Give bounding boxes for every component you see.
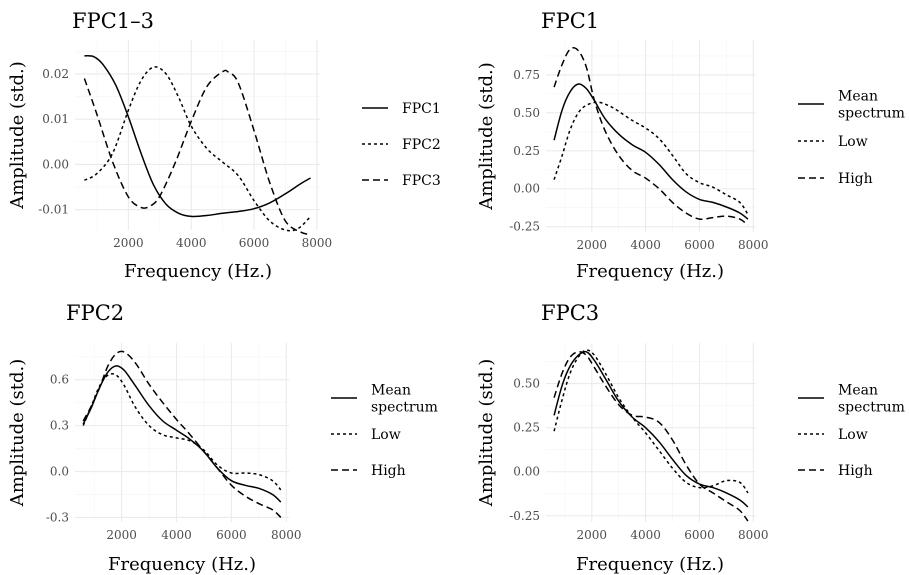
y-axis-title: Amplitude (std.) bbox=[476, 359, 497, 508]
y-tick-label: 0.3 bbox=[50, 419, 69, 433]
legend-label-line: Low bbox=[838, 427, 868, 443]
legend-label: Low bbox=[838, 134, 868, 150]
x-tick-label: 2000 bbox=[576, 528, 607, 542]
x-tick-label: 6000 bbox=[684, 238, 715, 252]
legend-label-line: spectrum bbox=[838, 400, 905, 416]
legend-label-line: spectrum bbox=[371, 400, 438, 416]
x-tick-label: 2000 bbox=[576, 238, 607, 252]
x-tick-label: 2000 bbox=[106, 528, 137, 542]
y-tick-label: 0.01 bbox=[42, 112, 69, 126]
legend-label-line: FPC2 bbox=[402, 137, 441, 153]
x-tick-label: 8000 bbox=[738, 238, 769, 252]
y-tick-label: 0.50 bbox=[513, 377, 540, 391]
legend-label-line: Mean bbox=[838, 383, 878, 399]
legend-label-line: FPC1 bbox=[402, 101, 441, 117]
y-tick-label: -0.25 bbox=[509, 509, 540, 523]
y-axis-title: Amplitude (std.) bbox=[476, 62, 497, 211]
series-line-fpc2 bbox=[84, 66, 312, 232]
panel-fpc1-3: 2000 4000 6000 8000 -0.01 0.00 0.01 0.02 FPC1–3 F… bbox=[7, 9, 441, 282]
y-tick-label: 0.0 bbox=[50, 465, 69, 479]
legend-label-line: High bbox=[838, 171, 873, 187]
x-tick-label: 4000 bbox=[161, 528, 192, 542]
series-line-high bbox=[82, 350, 282, 518]
legend-label: Mean spectrum bbox=[371, 383, 438, 416]
series-line-mean-spectrum bbox=[82, 365, 282, 503]
x-tick-label: 8000 bbox=[738, 528, 769, 542]
panel-title: FPC1 bbox=[541, 9, 599, 33]
y-tick-label: 0.25 bbox=[513, 421, 540, 435]
y-tick-label: 0.02 bbox=[42, 67, 69, 81]
panel-fpc1: 2000 4000 6000 8000 -0.25 0.00 0.25 0.50 0.75 FPC… bbox=[476, 9, 905, 282]
y-tick-label: 0.50 bbox=[513, 106, 540, 120]
y-tick-label: 0.00 bbox=[42, 157, 69, 171]
series-line-high bbox=[553, 47, 749, 226]
legend-label-line: Mean bbox=[838, 89, 878, 105]
legend-label: High bbox=[371, 463, 406, 479]
series-line-mean-spectrum bbox=[553, 83, 749, 220]
legend-label-line: Low bbox=[371, 427, 401, 443]
y-tick-label: 0.75 bbox=[513, 68, 540, 82]
y-tick-label: 0.6 bbox=[50, 373, 69, 387]
series-line-fpc1 bbox=[84, 55, 311, 218]
x-tick-label: 4000 bbox=[630, 238, 661, 252]
y-tick-label: -0.3 bbox=[46, 510, 69, 524]
y-tick-label: 0.00 bbox=[513, 182, 540, 196]
x-axis-title: Frequency (Hz.) bbox=[124, 261, 272, 282]
y-tick-label: 0.00 bbox=[513, 465, 540, 479]
series-line-fpc3 bbox=[83, 69, 311, 236]
x-axis-title: Frequency (Hz.) bbox=[108, 554, 256, 575]
legend-label: FPC2 bbox=[402, 137, 441, 153]
y-tick-label: 0.25 bbox=[513, 144, 540, 158]
panel-title: FPC2 bbox=[66, 301, 124, 325]
legend-label: Low bbox=[838, 427, 868, 443]
y-axis-title: Amplitude (std.) bbox=[7, 61, 28, 210]
series-line-low bbox=[553, 349, 749, 494]
x-tick-label: 4000 bbox=[176, 236, 207, 250]
legend-label: Low bbox=[371, 427, 401, 443]
x-tick-label: 2000 bbox=[113, 236, 144, 250]
x-tick-label: 6000 bbox=[684, 528, 715, 542]
legend-label-line: spectrum bbox=[838, 106, 905, 122]
x-tick-label: 8000 bbox=[271, 528, 302, 542]
legend-label-line: Mean bbox=[371, 383, 411, 399]
legend-label: Mean spectrum bbox=[838, 89, 905, 122]
y-tick-label: -0.25 bbox=[509, 220, 540, 234]
y-tick-label: -0.01 bbox=[38, 203, 69, 217]
legend-label: High bbox=[838, 463, 873, 479]
x-tick-label: 6000 bbox=[239, 236, 270, 250]
legend-label: High bbox=[838, 171, 873, 187]
panel-fpc3: 2000 4000 6000 8000 -0.25 0.00 0.25 0.50 FPC3 Fre… bbox=[476, 301, 905, 575]
series-line-low bbox=[82, 373, 282, 491]
legend-label-line: High bbox=[371, 463, 406, 479]
legend-label-line: High bbox=[838, 463, 873, 479]
panel-fpc2: 2000 4000 6000 8000 -0.3 0.0 0.3 0.6 FPC2 Frequen… bbox=[7, 301, 438, 575]
series-line-low bbox=[553, 101, 749, 215]
y-axis-title: Amplitude (std.) bbox=[7, 359, 28, 508]
legend-label: Mean spectrum bbox=[838, 383, 905, 416]
x-axis-title: Frequency (Hz.) bbox=[576, 554, 724, 575]
legend-label: FPC1 bbox=[402, 101, 441, 117]
legend-label-line: FPC3 bbox=[402, 173, 441, 189]
panel-title: FPC3 bbox=[541, 301, 599, 325]
panel-title: FPC1–3 bbox=[72, 9, 154, 33]
x-tick-label: 4000 bbox=[630, 528, 661, 542]
legend-label-line: Low bbox=[838, 134, 868, 150]
x-tick-label: 6000 bbox=[216, 528, 247, 542]
x-tick-label: 8000 bbox=[302, 236, 333, 250]
series-line-high bbox=[553, 351, 749, 522]
series-line-mean-spectrum bbox=[553, 350, 749, 508]
legend-label: FPC3 bbox=[402, 173, 441, 189]
x-axis-title: Frequency (Hz.) bbox=[576, 261, 724, 282]
